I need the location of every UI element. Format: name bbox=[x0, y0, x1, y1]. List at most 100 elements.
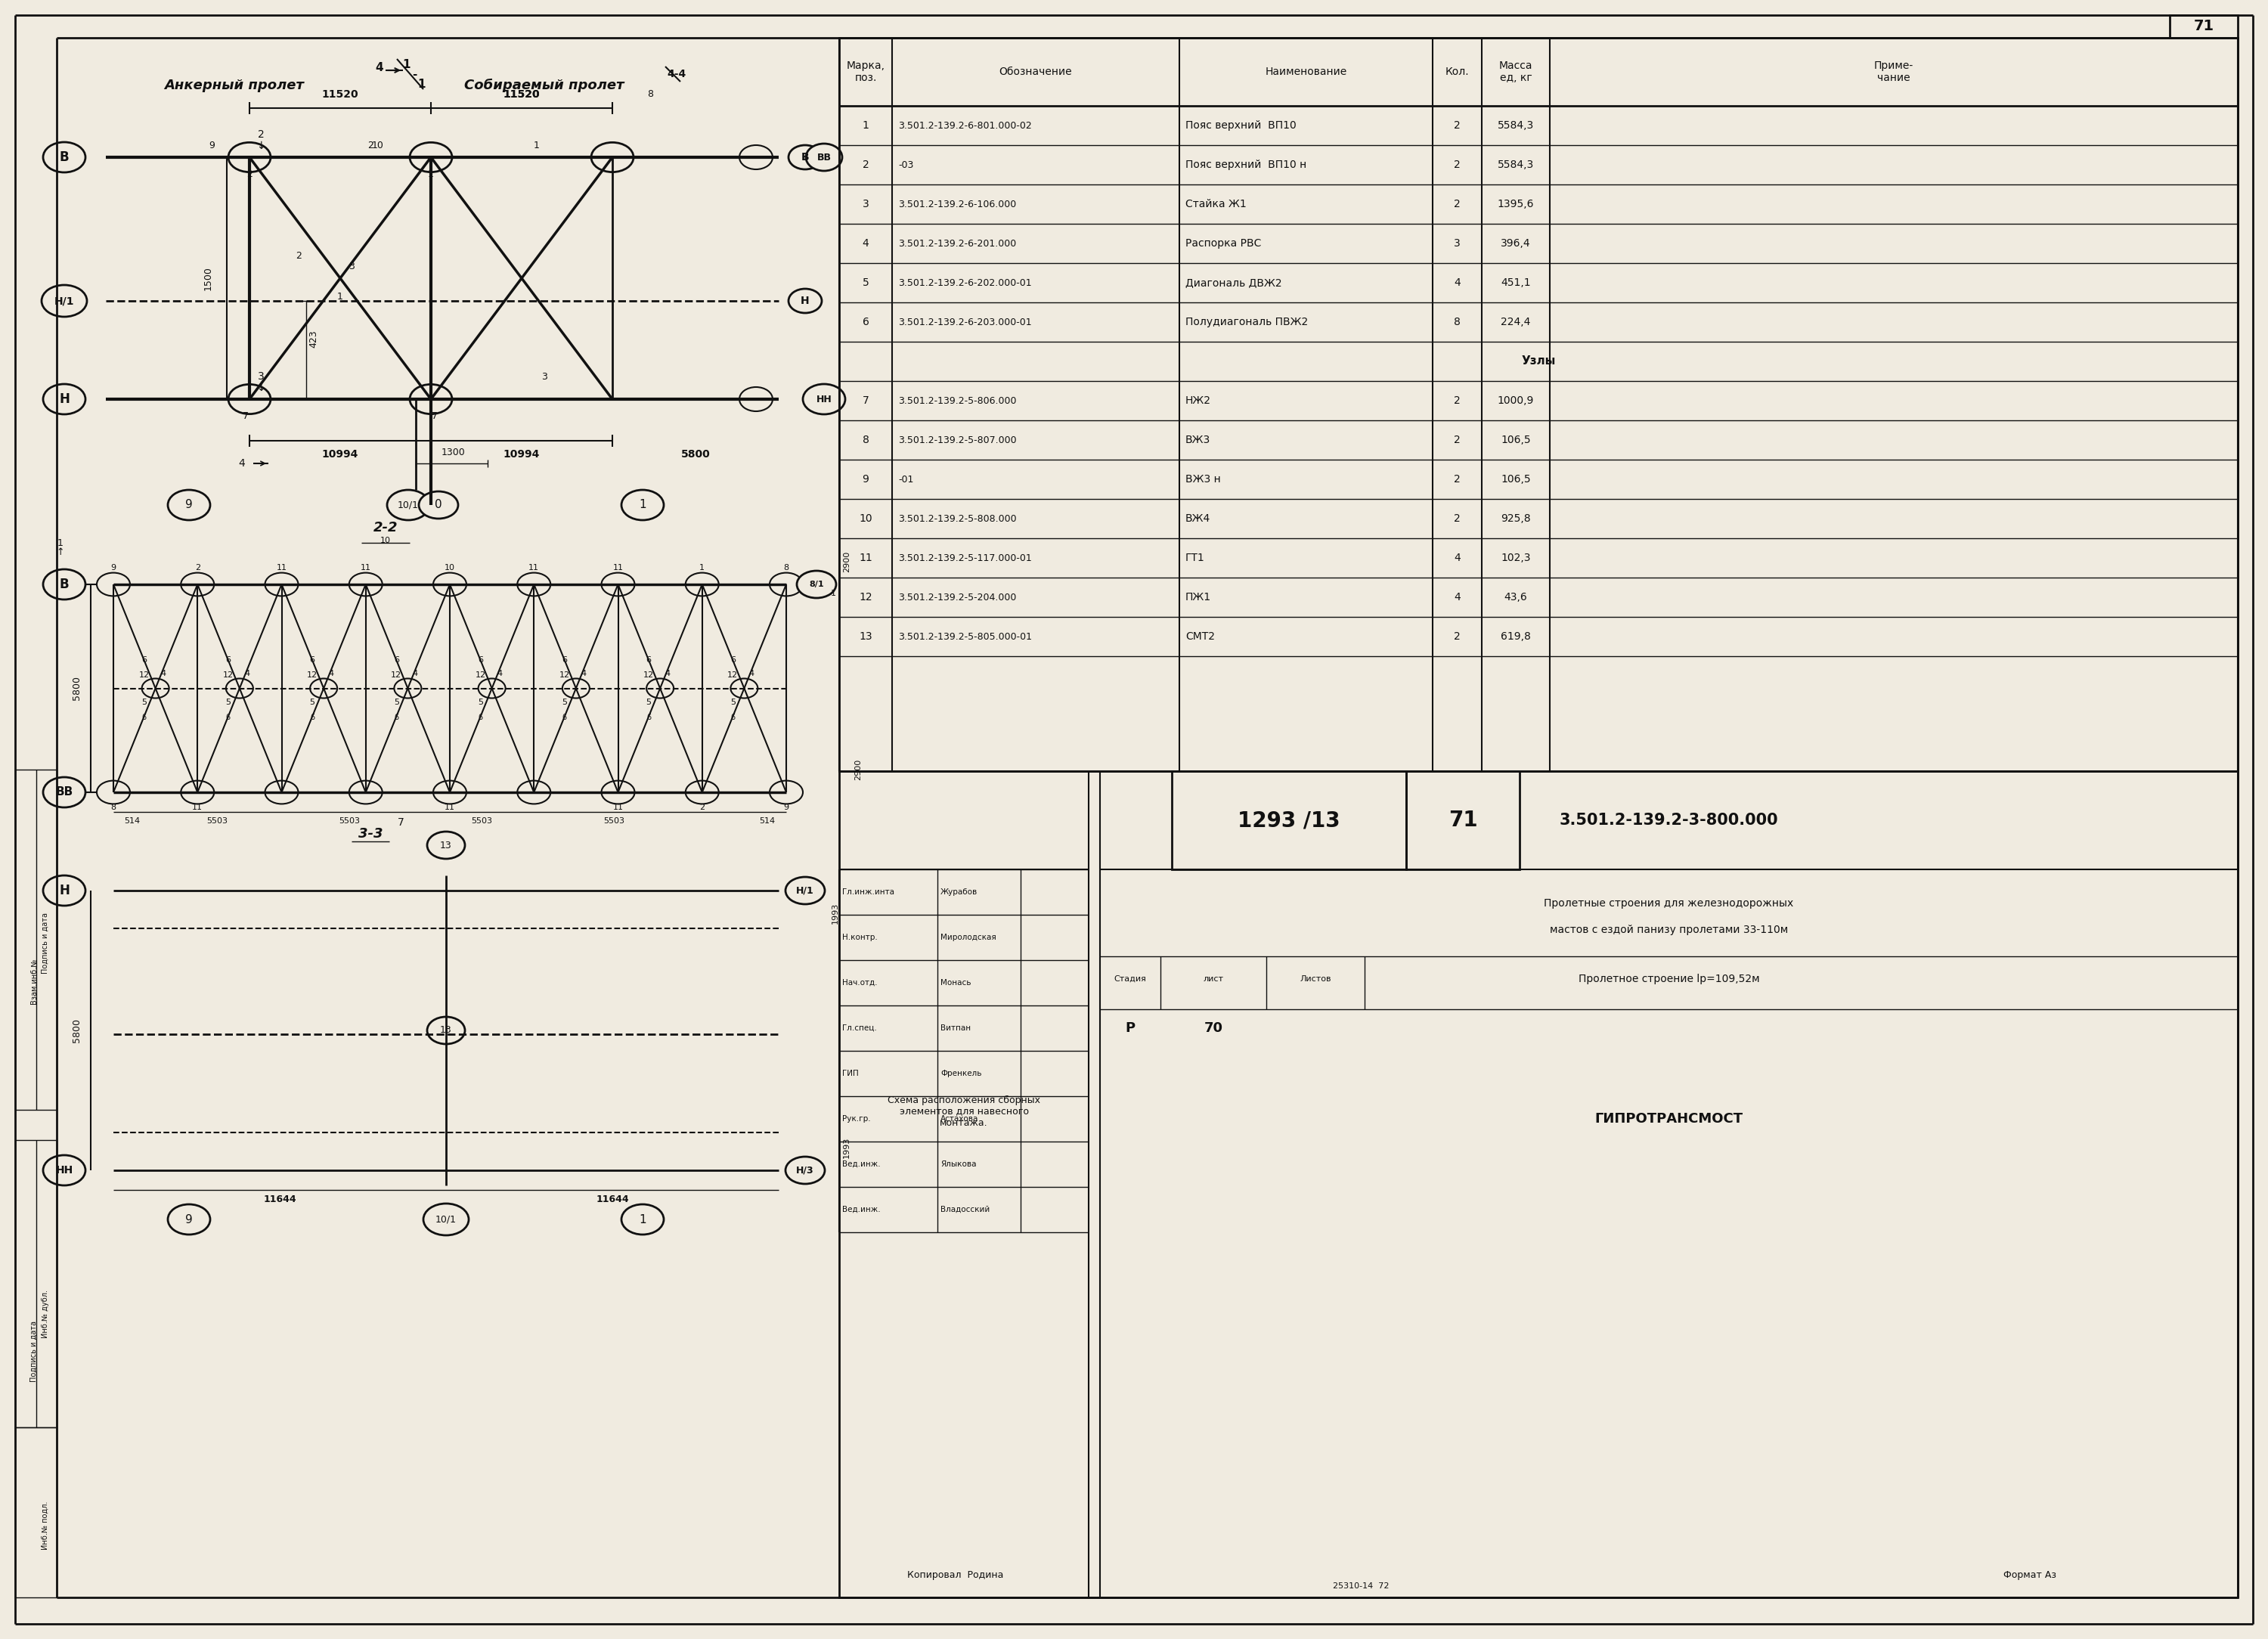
Ellipse shape bbox=[168, 490, 211, 520]
Text: 6: 6 bbox=[141, 656, 147, 664]
Text: 2900: 2900 bbox=[855, 759, 862, 780]
Text: 5503: 5503 bbox=[338, 818, 361, 824]
Text: 3: 3 bbox=[1454, 238, 1461, 249]
Ellipse shape bbox=[621, 1205, 665, 1234]
Text: 4: 4 bbox=[413, 669, 417, 677]
Text: 106,5: 106,5 bbox=[1501, 434, 1531, 446]
Ellipse shape bbox=[785, 877, 826, 905]
Text: ГИП: ГИП bbox=[841, 1070, 860, 1077]
Text: 5: 5 bbox=[479, 698, 483, 706]
Text: 2: 2 bbox=[195, 564, 200, 572]
Text: 5503: 5503 bbox=[472, 818, 492, 824]
Text: 5: 5 bbox=[395, 698, 399, 706]
Text: 2: 2 bbox=[699, 803, 705, 811]
Ellipse shape bbox=[685, 780, 719, 803]
Text: 12: 12 bbox=[560, 670, 569, 679]
Text: Монась: Монась bbox=[941, 978, 971, 987]
Text: 9: 9 bbox=[111, 564, 116, 572]
Ellipse shape bbox=[805, 144, 841, 170]
Text: Схема расположения сборных
элементов для навесного
монтажа.: Схема расположения сборных элементов для… bbox=[887, 1095, 1041, 1128]
Text: 8: 8 bbox=[111, 803, 116, 811]
Bar bbox=[16, 1141, 57, 1428]
Text: 0: 0 bbox=[435, 500, 442, 511]
Text: 4-4: 4-4 bbox=[667, 69, 687, 79]
Text: 4: 4 bbox=[245, 669, 249, 677]
Text: 8/1: 8/1 bbox=[810, 580, 823, 588]
Text: 5: 5 bbox=[730, 698, 735, 706]
Text: Инб.№ дубл.: Инб.№ дубл. bbox=[41, 1290, 50, 1337]
Text: В: В bbox=[59, 151, 68, 164]
Text: 1395,6: 1395,6 bbox=[1497, 198, 1533, 210]
Text: 11: 11 bbox=[528, 564, 540, 572]
Text: Н: Н bbox=[801, 295, 810, 306]
Text: 4: 4 bbox=[1454, 277, 1461, 288]
Ellipse shape bbox=[562, 679, 590, 698]
Ellipse shape bbox=[311, 679, 338, 698]
Text: 6: 6 bbox=[143, 713, 147, 721]
Ellipse shape bbox=[43, 569, 86, 600]
Text: Н: Н bbox=[59, 392, 70, 406]
Text: 3: 3 bbox=[349, 262, 354, 272]
Text: НН: НН bbox=[54, 1165, 73, 1175]
Text: 4: 4 bbox=[665, 669, 671, 677]
Text: 514: 514 bbox=[125, 818, 141, 824]
Text: Журабов: Журабов bbox=[941, 888, 978, 897]
Text: 102,3: 102,3 bbox=[1501, 552, 1531, 564]
Text: Н/1: Н/1 bbox=[796, 885, 814, 895]
Text: 3.501.2-139.2-5-808.000: 3.501.2-139.2-5-808.000 bbox=[898, 513, 1016, 523]
Ellipse shape bbox=[227, 679, 254, 698]
Text: Пояс верхний  ВП10: Пояс верхний ВП10 bbox=[1186, 120, 1297, 131]
Bar bbox=[1406, 770, 1520, 869]
Ellipse shape bbox=[265, 572, 299, 597]
Text: 8: 8 bbox=[646, 90, 653, 100]
Text: 396,4: 396,4 bbox=[1501, 238, 1531, 249]
Text: Диагональ ДВЖ2: Диагональ ДВЖ2 bbox=[1186, 277, 1281, 288]
Text: 1300: 1300 bbox=[442, 447, 465, 457]
Text: 1: 1 bbox=[862, 120, 869, 131]
Text: лист: лист bbox=[1202, 975, 1225, 983]
Text: ↑: ↑ bbox=[57, 547, 64, 557]
Ellipse shape bbox=[426, 1016, 465, 1044]
Text: 6: 6 bbox=[395, 656, 399, 664]
Text: СМТ2: СМТ2 bbox=[1186, 631, 1216, 642]
Text: 6: 6 bbox=[862, 316, 869, 328]
Text: 11644: 11644 bbox=[263, 1195, 297, 1205]
Ellipse shape bbox=[685, 572, 719, 597]
Ellipse shape bbox=[168, 1205, 211, 1234]
Text: 9: 9 bbox=[186, 1214, 193, 1224]
Text: ВВ: ВВ bbox=[54, 787, 73, 798]
Text: 11520: 11520 bbox=[503, 89, 540, 100]
Text: Кол.: Кол. bbox=[1445, 67, 1470, 77]
Text: Н: Н bbox=[59, 883, 70, 898]
Text: 423: 423 bbox=[308, 329, 318, 347]
Text: 3: 3 bbox=[862, 198, 869, 210]
Text: 3.501.2-139.2-6-801.000-02: 3.501.2-139.2-6-801.000-02 bbox=[898, 121, 1032, 131]
Text: 11: 11 bbox=[612, 564, 624, 572]
Text: Н.контр.: Н.контр. bbox=[841, 934, 878, 941]
Text: 1: 1 bbox=[404, 59, 411, 70]
Text: 9: 9 bbox=[862, 474, 869, 485]
Ellipse shape bbox=[601, 780, 635, 803]
Text: 6: 6 bbox=[395, 713, 399, 721]
Text: 5584,3: 5584,3 bbox=[1497, 159, 1533, 170]
Ellipse shape bbox=[388, 490, 429, 520]
Text: 10: 10 bbox=[860, 513, 873, 524]
Text: 9: 9 bbox=[782, 803, 789, 811]
Text: 3.501.2-139.2-5-807.000: 3.501.2-139.2-5-807.000 bbox=[898, 434, 1016, 444]
Text: 5: 5 bbox=[562, 698, 567, 706]
Text: 6: 6 bbox=[562, 656, 567, 664]
Text: Взам.инб.№: Взам.инб.№ bbox=[29, 959, 39, 1005]
Text: Распорка РВС: Распорка РВС bbox=[1186, 238, 1261, 249]
Text: Анкерный пролет: Анкерный пролет bbox=[166, 79, 304, 92]
Ellipse shape bbox=[424, 1203, 469, 1236]
Text: 3.501.2-139.2-3-800.000: 3.501.2-139.2-3-800.000 bbox=[1560, 813, 1778, 828]
Text: 9: 9 bbox=[186, 500, 193, 511]
Text: 6: 6 bbox=[562, 713, 567, 721]
Ellipse shape bbox=[601, 572, 635, 597]
Text: 10994: 10994 bbox=[322, 449, 358, 459]
Ellipse shape bbox=[592, 143, 633, 172]
Text: 11: 11 bbox=[277, 564, 286, 572]
Text: Пролетные строения для железнодорожных: Пролетные строения для железнодорожных bbox=[1545, 898, 1794, 908]
Text: 1993: 1993 bbox=[832, 903, 839, 924]
Text: Пролетное строение lp=109,52м: Пролетное строение lp=109,52м bbox=[1579, 974, 1760, 985]
